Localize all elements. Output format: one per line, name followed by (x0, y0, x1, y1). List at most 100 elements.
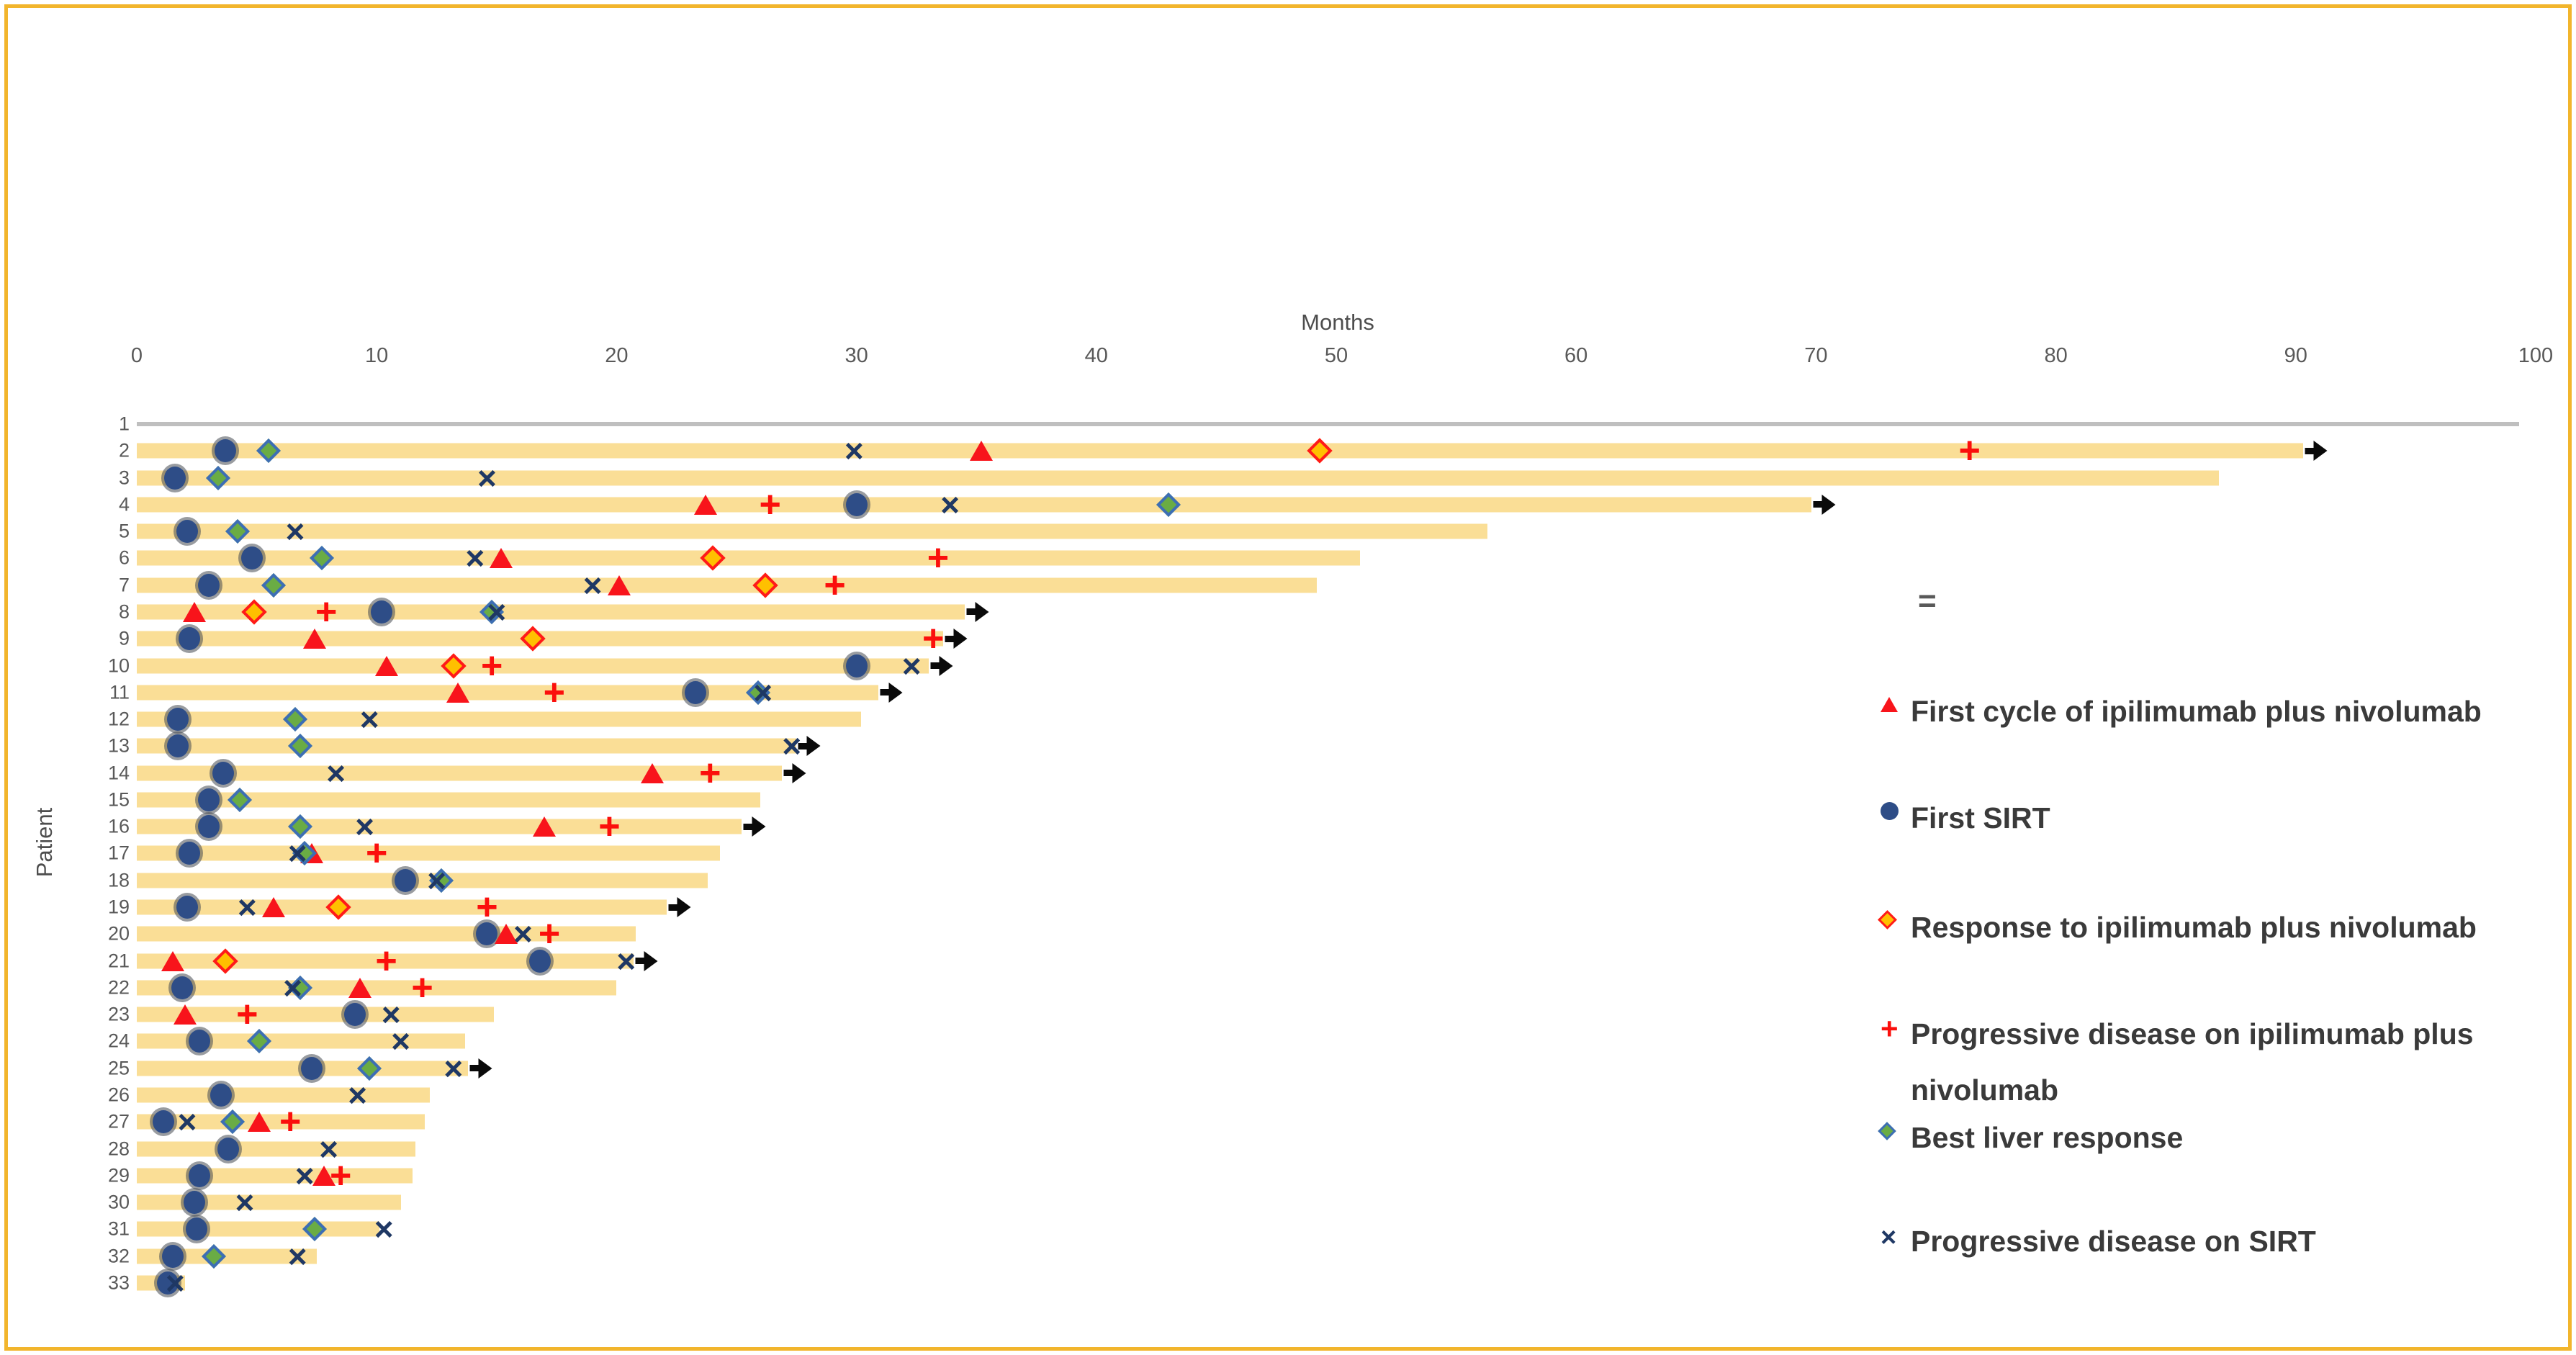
patient-bar (137, 1168, 413, 1184)
patient-label: 28 (107, 1138, 130, 1160)
pd-sirt-marker: × (359, 701, 379, 739)
first-sirt-marker (186, 1217, 208, 1241)
legend-label: Best liver response (1911, 1121, 2184, 1154)
pd-ipi-nivo-marker: + (476, 886, 498, 929)
first-sirt-marker (161, 1244, 184, 1268)
legend-item-best-liver: Best liver response (1878, 1110, 2184, 1166)
pd-ipi-nivo-marker: + (598, 806, 621, 848)
patient-label: 23 (107, 1003, 130, 1025)
y-axis-title: Patient (32, 807, 57, 878)
patient-label: 22 (107, 976, 130, 999)
patient-label: 4 (118, 493, 130, 516)
ongoing-arrow-icon (798, 736, 821, 757)
first-ipi-nivo-marker (348, 977, 371, 998)
x-axis-title: Months (1301, 310, 1374, 335)
pd-sirt-marker: × (165, 1264, 185, 1302)
patient-label: 24 (107, 1030, 130, 1052)
pd-sirt-marker: × (355, 808, 374, 846)
first-ipi-nivo-marker (495, 924, 518, 945)
patient-label: 33 (107, 1271, 130, 1294)
first-sirt-marker (240, 546, 263, 570)
first-sirt-marker (166, 734, 189, 758)
ongoing-arrow-icon (966, 601, 989, 622)
ongoing-arrow-icon (743, 816, 766, 837)
first-sirt-marker (179, 842, 201, 865)
legend-item-pd-sirt: × Progressive disease on SIRT (1881, 1214, 2316, 1270)
first-sirt-marker (476, 922, 498, 946)
patient-bar (137, 1114, 425, 1130)
first-sirt-marker (197, 815, 220, 839)
pd-ipi-nivo-marker: + (927, 537, 950, 580)
ongoing-arrow-icon (783, 762, 806, 783)
first-sirt-marker (210, 1084, 232, 1107)
first-sirt-marker (176, 896, 198, 919)
pd-ipi-nivo-marker: + (411, 966, 433, 1009)
x-tick-label: 10 (365, 344, 389, 367)
pd-ipi-nivo-marker: + (1958, 430, 1981, 472)
first-sirt-marker (212, 761, 234, 785)
x-tick-label: 70 (1804, 344, 1828, 367)
first-sirt-marker (395, 868, 417, 892)
x-tick-label: 90 (2284, 344, 2307, 367)
patient-bar (137, 819, 742, 834)
x-tick-label: 40 (1084, 344, 1108, 367)
pd-sirt-marker: × (513, 915, 533, 953)
figure-border (4, 4, 2572, 1351)
first-sirt-marker (528, 949, 551, 973)
patient-label: 25 (107, 1057, 130, 1079)
ongoing-arrow-icon (880, 682, 903, 703)
first-sirt-marker (152, 1110, 174, 1134)
patient-label: 31 (107, 1217, 130, 1240)
red-triangle-icon (1881, 697, 1898, 712)
patient-label: 18 (107, 869, 130, 891)
x-tick-label: 60 (1564, 344, 1588, 367)
pd-ipi-nivo-marker: + (922, 618, 945, 660)
patient-bar (137, 658, 929, 674)
first-sirt-marker (685, 680, 707, 704)
pd-ipi-nivo-marker: + (279, 1101, 302, 1143)
ongoing-arrow-icon (930, 655, 953, 676)
pd-ipi-nivo-marker: + (480, 644, 503, 687)
ongoing-arrow-icon (635, 950, 658, 971)
pd-sirt-marker: × (582, 566, 603, 604)
legend-label: First cycle of ipilimumab plus nivolumab (1911, 695, 2482, 728)
blue-circle-icon (1881, 802, 1899, 820)
first-ipi-nivo-marker (173, 1004, 197, 1025)
patient-label: 16 (107, 815, 130, 837)
patient-bar (137, 899, 667, 915)
patient-label: 1 (118, 413, 130, 435)
patient-bar (137, 577, 1318, 593)
pd-sirt-marker: × (391, 1022, 410, 1061)
ongoing-arrow-icon (668, 897, 691, 918)
patient-label: 14 (107, 762, 130, 784)
patient-bar (137, 1141, 415, 1157)
patient-label: 27 (107, 1110, 130, 1133)
patient-bar (137, 1033, 466, 1049)
first-ipi-nivo-marker (607, 575, 631, 595)
first-sirt-marker (370, 600, 392, 624)
patient-bar (137, 953, 634, 969)
pd-sirt-marker: × (940, 485, 960, 523)
patient-label: 26 (107, 1084, 130, 1106)
patient-bar (137, 1221, 379, 1237)
pd-sirt-marker: × (287, 834, 307, 873)
pd-sirt-marker: × (348, 1076, 367, 1114)
legend-item-pd-ipi-nivo: + Progressive disease on ipilimumab plus … (1881, 1007, 2576, 1119)
patient-label: 12 (107, 708, 130, 730)
ongoing-arrow-icon (1813, 494, 1836, 515)
pd-sirt-marker: × (287, 1237, 307, 1275)
first-sirt-marker (188, 1030, 210, 1053)
first-sirt-marker (176, 520, 198, 544)
first-sirt-marker (188, 1163, 210, 1187)
patient-label: 7 (118, 574, 130, 596)
first-sirt-marker (164, 466, 186, 490)
first-ipi-nivo-marker (302, 629, 326, 649)
first-ipi-nivo-marker (261, 897, 285, 918)
patient-label: 32 (107, 1245, 130, 1267)
patient-bar (137, 523, 1487, 539)
patient-bar (137, 873, 708, 888)
pd-sirt-marker: × (901, 647, 922, 685)
pd-sirt-marker: × (283, 968, 303, 1007)
patient-label: 15 (107, 788, 130, 811)
pd-sirt-marker: × (237, 888, 257, 927)
